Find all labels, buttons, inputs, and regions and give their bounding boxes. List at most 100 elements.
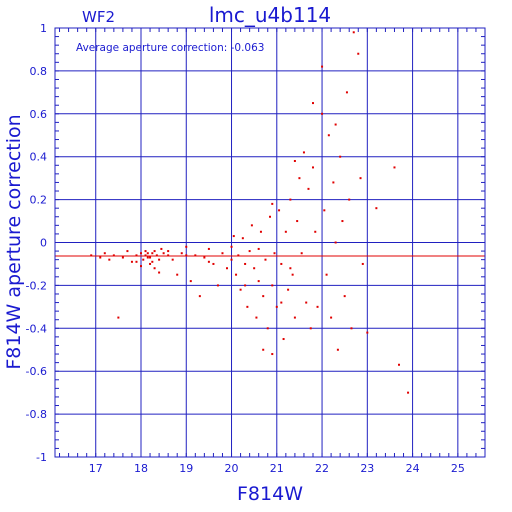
data-point bbox=[357, 52, 360, 55]
data-point bbox=[146, 256, 149, 259]
y-tick-label: -0.4 bbox=[26, 322, 47, 335]
data-point bbox=[207, 247, 210, 250]
data-point bbox=[135, 254, 138, 257]
data-point bbox=[226, 267, 228, 270]
data-point bbox=[103, 252, 106, 255]
data-point bbox=[312, 166, 314, 169]
data-point bbox=[151, 252, 154, 255]
data-point bbox=[246, 305, 249, 308]
y-tick-label: 0 bbox=[40, 237, 47, 250]
data-point bbox=[366, 331, 369, 334]
data-point bbox=[237, 254, 240, 257]
y-tick-label: 0.2 bbox=[30, 194, 48, 207]
data-point bbox=[121, 256, 124, 259]
data-point bbox=[275, 305, 278, 308]
y-tick-label: 0.4 bbox=[30, 151, 48, 164]
y-tick-label: -1 bbox=[36, 451, 47, 464]
data-point bbox=[162, 252, 165, 255]
data-point bbox=[296, 220, 299, 223]
data-point bbox=[273, 252, 276, 255]
data-point bbox=[248, 250, 251, 253]
x-tick-label: 22 bbox=[315, 462, 329, 475]
data-point bbox=[135, 260, 138, 263]
data-point bbox=[327, 134, 330, 137]
y-tick-label: -0.8 bbox=[26, 408, 47, 421]
data-point bbox=[241, 237, 244, 240]
data-point bbox=[271, 202, 274, 205]
data-point bbox=[309, 327, 312, 330]
data-point bbox=[269, 215, 271, 218]
data-point bbox=[99, 256, 102, 259]
data-point bbox=[334, 241, 337, 244]
data-point bbox=[155, 254, 158, 257]
data-point bbox=[375, 207, 378, 210]
data-point bbox=[407, 391, 410, 394]
data-point bbox=[185, 245, 188, 248]
y-tick-labels: 1 0.8 0.6 0.4 0.2 0 -0.2 -0.4 -0.6 -0.8 -1 bbox=[26, 22, 47, 464]
data-point bbox=[343, 295, 346, 298]
data-point bbox=[330, 316, 333, 319]
data-point bbox=[289, 267, 292, 270]
data-point bbox=[332, 181, 335, 184]
data-point bbox=[158, 271, 161, 274]
x-tick-label: 25 bbox=[451, 462, 465, 475]
data-point bbox=[149, 256, 152, 259]
data-point bbox=[307, 187, 310, 190]
data-point bbox=[359, 177, 362, 180]
data-point bbox=[398, 363, 400, 366]
data-point bbox=[235, 273, 238, 276]
data-point bbox=[336, 348, 339, 351]
data-point bbox=[312, 102, 314, 105]
data-points bbox=[90, 31, 410, 394]
data-point bbox=[361, 262, 364, 265]
data-point bbox=[352, 31, 355, 34]
data-point bbox=[287, 288, 290, 291]
data-point bbox=[117, 316, 120, 319]
data-point bbox=[212, 262, 215, 265]
data-point bbox=[300, 252, 303, 255]
data-point bbox=[180, 252, 183, 255]
data-point bbox=[153, 250, 156, 253]
data-point bbox=[298, 177, 301, 180]
data-point bbox=[244, 284, 247, 287]
data-point bbox=[323, 209, 326, 212]
data-point bbox=[151, 260, 154, 263]
chart-title: lmc_u4b114 bbox=[209, 3, 331, 27]
data-point bbox=[140, 252, 142, 255]
data-point bbox=[153, 267, 156, 270]
data-point bbox=[171, 258, 174, 261]
data-point bbox=[339, 155, 342, 158]
data-point bbox=[130, 260, 133, 263]
data-point bbox=[160, 247, 163, 250]
x-tick-label: 24 bbox=[406, 462, 420, 475]
data-point bbox=[207, 260, 210, 263]
data-point bbox=[321, 65, 324, 68]
data-point bbox=[189, 280, 192, 283]
data-point bbox=[230, 258, 233, 261]
data-point bbox=[282, 338, 285, 341]
data-point bbox=[280, 262, 283, 265]
data-point bbox=[262, 295, 265, 298]
data-point bbox=[194, 254, 197, 257]
data-point bbox=[167, 250, 170, 253]
data-point bbox=[144, 250, 147, 253]
x-tick-label: 18 bbox=[134, 462, 148, 475]
data-point bbox=[284, 230, 287, 233]
data-point bbox=[253, 267, 256, 270]
data-point bbox=[244, 262, 247, 265]
data-point bbox=[334, 123, 337, 126]
data-point bbox=[142, 258, 145, 261]
data-point bbox=[348, 198, 351, 201]
data-point bbox=[198, 295, 201, 298]
data-point bbox=[149, 262, 152, 265]
average-annotation: Average aperture correction: -0.063 bbox=[76, 42, 264, 54]
data-point bbox=[262, 348, 265, 351]
data-point bbox=[291, 273, 294, 276]
data-point bbox=[167, 254, 170, 257]
data-point bbox=[90, 254, 93, 257]
data-point bbox=[293, 316, 296, 319]
data-point bbox=[271, 353, 274, 356]
data-point bbox=[255, 316, 258, 319]
data-point bbox=[146, 252, 149, 255]
data-point bbox=[316, 305, 319, 308]
